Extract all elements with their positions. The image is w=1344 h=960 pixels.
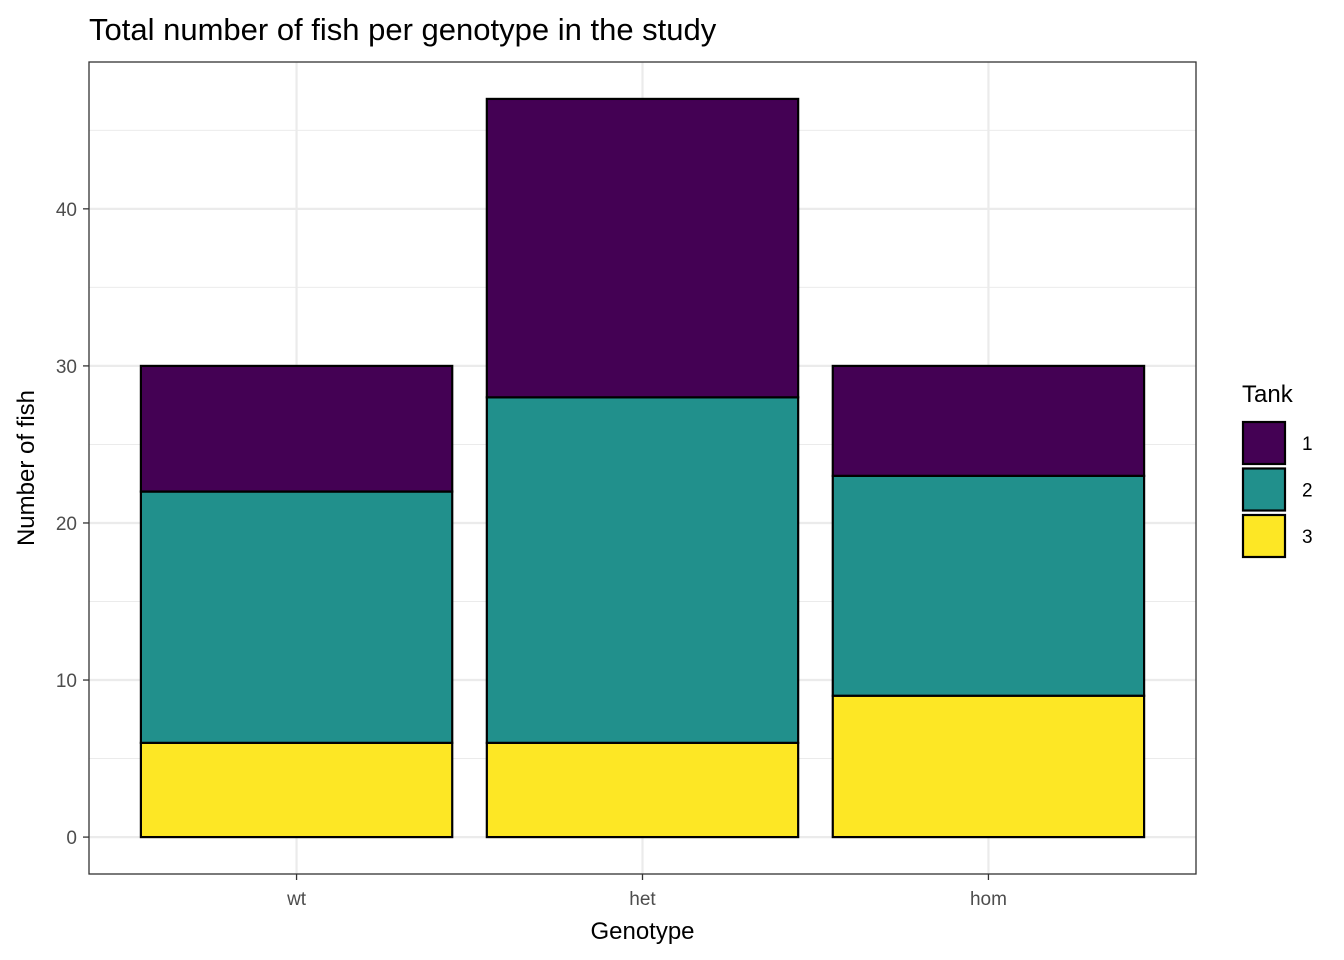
bars <box>139 97 1146 839</box>
bar-wt-tank-3 <box>139 741 454 839</box>
bar-het-tank-2 <box>485 396 800 744</box>
legend-label-tank-2: 2 <box>1302 481 1313 502</box>
axes: 0 10 20 30 40 wt het hom <box>56 200 1007 910</box>
legend-title: Tank <box>1242 381 1294 408</box>
y-tick-label: 0 <box>66 828 77 849</box>
legend-label-tank-1: 1 <box>1302 434 1313 455</box>
x-axis-title: Genotype <box>590 918 694 945</box>
legend: Tank 1 2 3 <box>1241 381 1313 559</box>
y-axis-title: Number of fish <box>13 390 40 546</box>
bar-het-tank-1 <box>485 97 800 399</box>
bar-hom-tank-1 <box>831 364 1146 477</box>
x-tick-label: het <box>629 889 656 910</box>
bar-wt-tank-1 <box>139 364 454 493</box>
bar-hom-tank-2 <box>831 474 1146 697</box>
y-tick-label: 40 <box>56 200 77 221</box>
bar-het-tank-3 <box>485 741 800 839</box>
legend-label-tank-3: 3 <box>1302 527 1313 548</box>
x-tick-label: hom <box>970 889 1007 910</box>
chart-title: Total number of fish per genotype in the… <box>89 12 717 47</box>
bar-hom-tank-3 <box>831 694 1146 839</box>
y-tick-label: 20 <box>56 514 77 535</box>
legend-key-tank-3 <box>1241 513 1287 559</box>
y-tick-label: 10 <box>56 671 77 692</box>
legend-key-tank-2 <box>1241 467 1287 512</box>
legend-key-tank-1 <box>1241 420 1287 466</box>
bar-wt-tank-2 <box>139 490 454 744</box>
y-tick-label: 30 <box>56 357 77 378</box>
x-tick-label: wt <box>286 889 307 910</box>
